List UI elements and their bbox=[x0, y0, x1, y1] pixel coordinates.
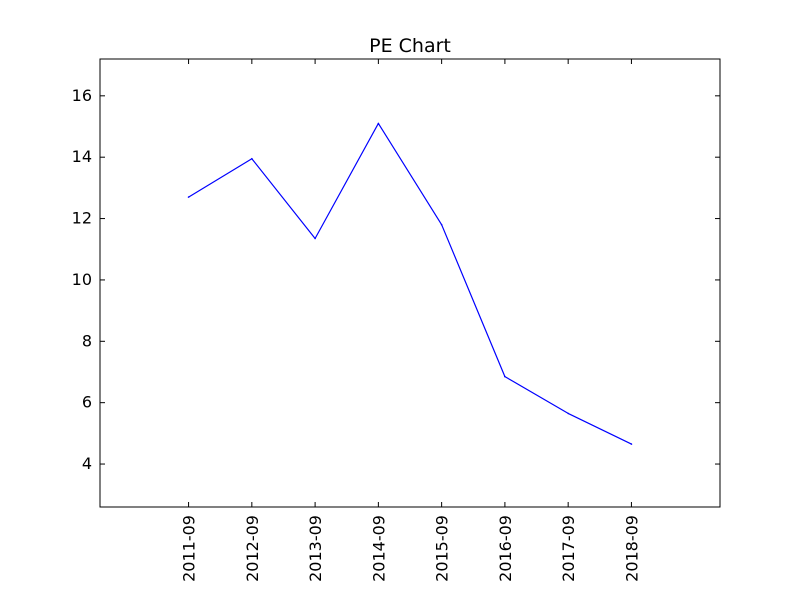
x-tick-label-2016-09: 2016-09 bbox=[496, 515, 515, 582]
data-point-2013-09 bbox=[314, 237, 316, 240]
data-point-2011-09 bbox=[187, 196, 190, 198]
x-tick-label-2018-09: 2018-09 bbox=[622, 515, 641, 582]
x-tick-label-2012-09: 2012-09 bbox=[243, 515, 262, 582]
x-tick-label-2014-09: 2014-09 bbox=[369, 515, 388, 582]
data-point-2018-09 bbox=[630, 443, 633, 445]
y-tick-label-12: 12 bbox=[72, 209, 92, 228]
plot-area: 4 6 8 10 12 14 16 2011-09 2012-09 2013-09 2014-09 2… bbox=[72, 58, 721, 582]
data-point-2014-09 bbox=[377, 122, 380, 125]
y-tick-label-4: 4 bbox=[82, 454, 92, 473]
y-tick-label-10: 10 bbox=[72, 270, 92, 289]
y-tick-label-16: 16 bbox=[72, 86, 92, 105]
axes-frame bbox=[99, 58, 721, 508]
y-tick-label-6: 6 bbox=[82, 393, 92, 412]
data-point-2016-09 bbox=[504, 375, 506, 378]
y-tick-label-14: 14 bbox=[72, 147, 92, 166]
data-point-2017-09 bbox=[567, 412, 569, 415]
x-tick-label-2013-09: 2013-09 bbox=[306, 515, 325, 582]
x-tick-label-2011-09: 2011-09 bbox=[180, 515, 199, 582]
series-line-0 bbox=[188, 122, 632, 445]
x-tick-label-2017-09: 2017-09 bbox=[559, 515, 578, 582]
x-tick-label-2015-09: 2015-09 bbox=[433, 515, 452, 582]
y-tick-label-8: 8 bbox=[82, 331, 92, 350]
data-point-2015-09 bbox=[440, 223, 443, 226]
chart-title: PE Chart bbox=[369, 35, 451, 57]
data-point-2012-09 bbox=[251, 157, 253, 160]
